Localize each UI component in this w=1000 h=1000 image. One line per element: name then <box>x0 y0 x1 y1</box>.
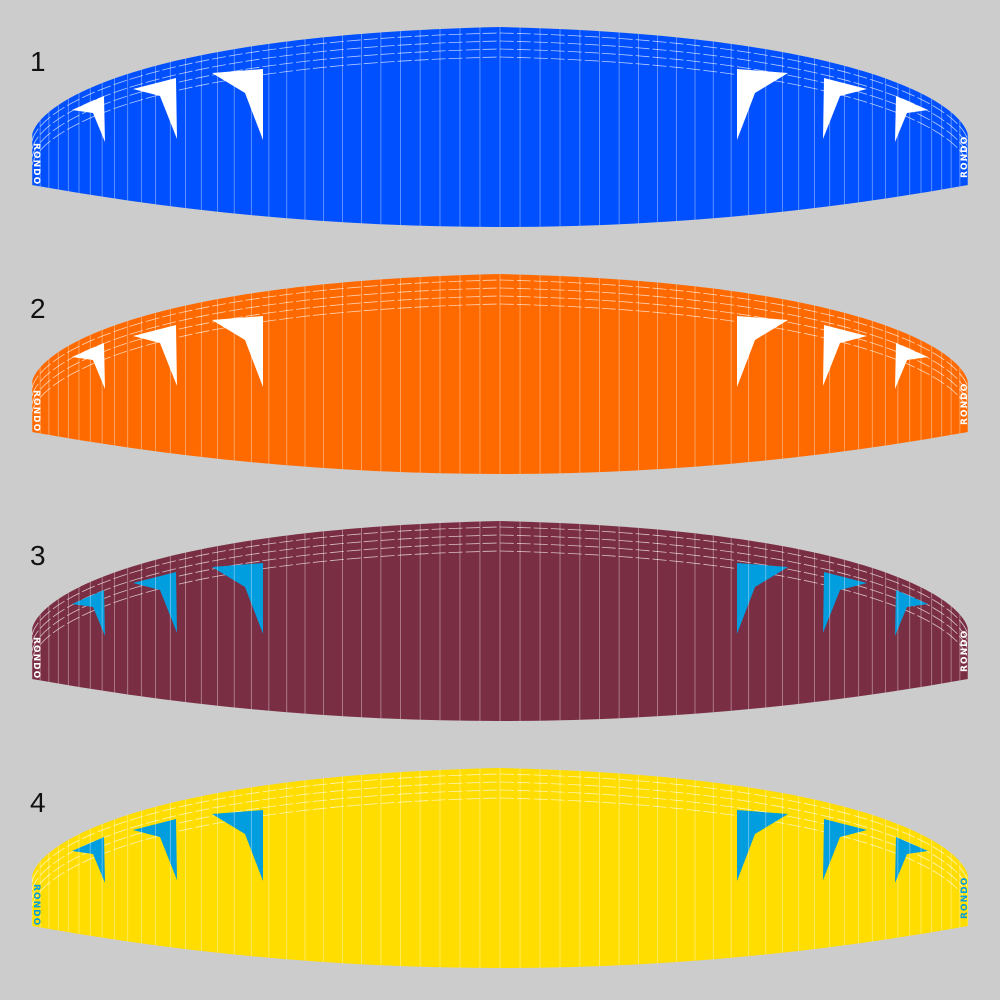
wing-option-3: RONDO RONDO <box>31 521 970 721</box>
accent-panel-left-3 <box>212 316 263 387</box>
rib-line <box>32 48 968 158</box>
brand-logo-left: RONDO <box>31 884 41 926</box>
accent-panel-left-2 <box>133 819 177 880</box>
accent-panel-right-1 <box>895 96 928 142</box>
rib-line <box>32 295 968 405</box>
accent-panel-right-2 <box>823 325 867 386</box>
brand-logo-left: RONDO <box>31 390 41 432</box>
brand-logo-right: RONDO <box>960 136 970 178</box>
rib-line <box>32 797 968 907</box>
accent-panel-right-1 <box>895 837 928 883</box>
accent-panel-right-1 <box>895 343 928 389</box>
rib-line <box>32 303 968 413</box>
option-number-3: 3 <box>30 540 46 571</box>
accent-panel-left-2 <box>133 78 177 139</box>
option-number-4: 4 <box>30 787 46 818</box>
accent-panel-left-1 <box>72 343 105 389</box>
accent-panel-right-3 <box>737 563 788 634</box>
canopy <box>32 27 968 227</box>
brand-logo-left: RONDO <box>31 637 41 679</box>
accent-panel-right-2 <box>823 572 867 633</box>
accent-panel-right-2 <box>823 819 867 880</box>
rib-line <box>32 789 968 899</box>
brand-logo-right: RONDO <box>960 630 970 672</box>
accent-panel-right-2 <box>823 78 867 139</box>
accent-panel-left-1 <box>72 837 105 883</box>
accent-panel-right-1 <box>895 590 928 636</box>
rib-line <box>32 550 968 660</box>
canopy <box>32 521 968 721</box>
option-number-2: 2 <box>30 293 46 324</box>
accent-panel-left-1 <box>72 96 105 142</box>
wing-option-1: RONDO RONDO <box>31 27 970 227</box>
rib-line <box>32 542 968 652</box>
brand-logo-left: RONDO <box>31 143 41 185</box>
accent-panel-left-3 <box>212 810 263 881</box>
option-number-1: 1 <box>30 46 46 77</box>
rib-line <box>32 773 968 883</box>
accent-panel-left-1 <box>72 590 105 636</box>
canopy <box>32 768 968 968</box>
wing-option-2: RONDO RONDO <box>31 274 970 474</box>
accent-panel-left-3 <box>212 563 263 634</box>
rib-line <box>32 279 968 389</box>
accent-panel-left-3 <box>212 69 263 140</box>
rib-line <box>32 56 968 166</box>
accent-panel-left-2 <box>133 325 177 386</box>
brand-logo-right: RONDO <box>960 383 970 425</box>
accent-panel-right-3 <box>737 810 788 881</box>
accent-panel-right-3 <box>737 316 788 387</box>
accent-panel-right-3 <box>737 69 788 140</box>
rib-line <box>32 32 968 142</box>
wing-option-4: RONDO RONDO <box>31 768 970 968</box>
rib-line <box>32 526 968 636</box>
brand-logo-right: RONDO <box>960 877 970 919</box>
accent-panel-left-2 <box>133 572 177 633</box>
canopy <box>32 274 968 474</box>
